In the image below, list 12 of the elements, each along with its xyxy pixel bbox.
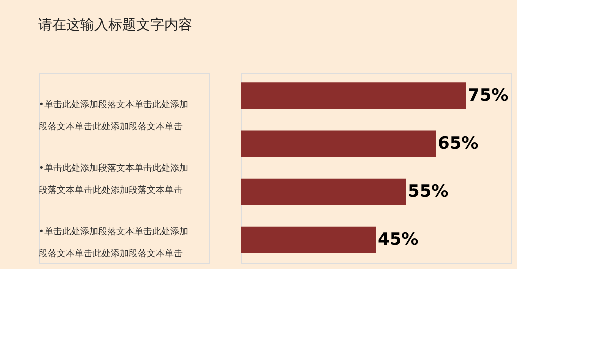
data-label: 55% xyxy=(408,182,449,202)
data-label: 75% xyxy=(468,86,509,106)
bar xyxy=(241,82,466,110)
text: •单击此处添加段落文本单击此处添加段落文本单击此处添加段落文本单击 xyxy=(39,100,188,133)
data-label: 65% xyxy=(438,134,479,154)
bar xyxy=(241,178,406,206)
text: 请在这输入标题文字内容 xyxy=(38,18,192,34)
bar xyxy=(241,226,376,254)
text: •单击此处添加段落文本单击此处添加段落文本单击此处添加段落文本单击 xyxy=(39,164,188,196)
data-label: 45% xyxy=(378,230,419,250)
text: •单击此处添加段落文本单击此处添加段落文本单击此处添加段落文本单击 xyxy=(39,227,188,260)
bar xyxy=(241,130,436,158)
